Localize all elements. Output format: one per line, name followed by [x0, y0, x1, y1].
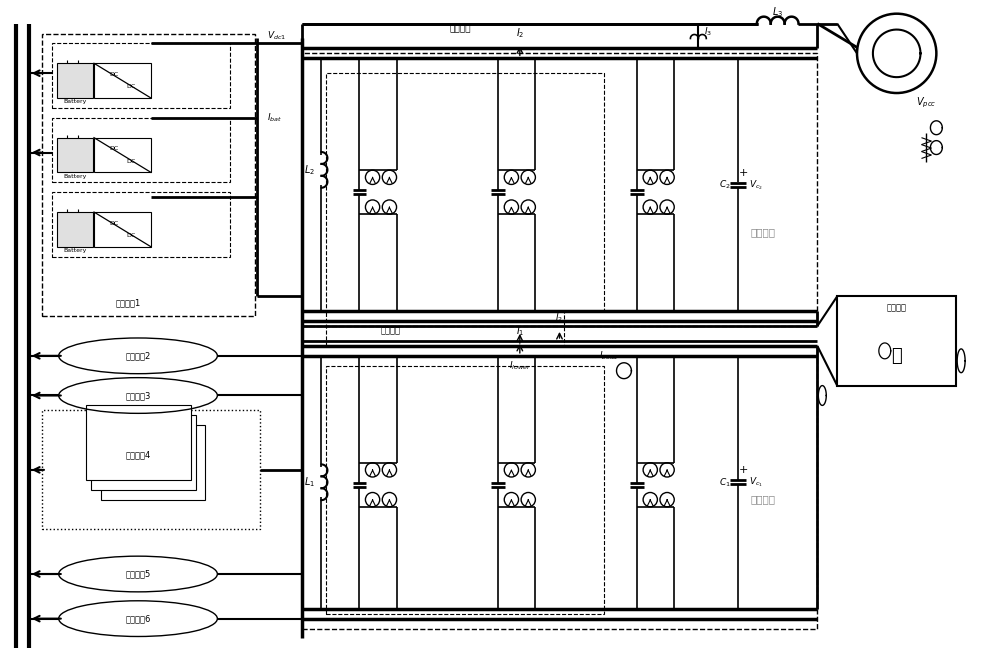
Text: 储能单元1: 储能单元1	[115, 299, 141, 308]
Bar	[326, 311, 564, 346]
Text: 储能单元4: 储能单元4	[125, 450, 151, 460]
Text: $I_1$: $I_1$	[516, 324, 524, 338]
Text: $I_3$: $I_3$	[704, 25, 712, 38]
Text: Battery: Battery	[63, 99, 86, 105]
Text: $V_{c_1}$: $V_{c_1}$	[749, 476, 763, 489]
Text: +: +	[739, 466, 749, 475]
Bar	[52, 118, 230, 183]
Text: $I_2$: $I_2$	[516, 27, 524, 40]
Bar	[42, 34, 255, 316]
Text: DC: DC	[126, 85, 136, 89]
Bar	[52, 192, 230, 257]
Text: $V_{c_2}$: $V_{c_2}$	[749, 178, 763, 191]
Bar	[57, 138, 93, 172]
Text: $I_{Load}$: $I_{Load}$	[599, 350, 619, 362]
Bar	[302, 346, 817, 629]
Bar	[86, 405, 191, 480]
Text: $L_3$: $L_3$	[772, 5, 783, 19]
Text: 高压母线: 高压母线	[450, 24, 471, 33]
Text: $I_{lower}$: $I_{lower}$	[509, 360, 531, 372]
Bar	[837, 297, 956, 386]
Text: $L_2$: $L_2$	[304, 163, 315, 176]
Text: DC: DC	[109, 146, 119, 151]
Text: Battery: Battery	[63, 248, 86, 253]
Text: $V_{pcc}$: $V_{pcc}$	[916, 96, 937, 110]
Bar	[302, 54, 817, 326]
Bar	[326, 73, 604, 311]
Bar	[57, 63, 93, 98]
Text: DC: DC	[109, 72, 119, 77]
Text: 储能单元5: 储能单元5	[125, 570, 151, 578]
Bar	[94, 63, 151, 98]
Text: 储能单元3: 储能单元3	[125, 391, 151, 400]
Bar	[57, 212, 93, 247]
Bar	[52, 44, 230, 108]
Text: 高压模组: 高压模组	[750, 227, 775, 237]
Bar	[101, 425, 205, 500]
Bar	[326, 366, 604, 614]
Text: Battery: Battery	[63, 174, 86, 179]
Text: $C_2$: $C_2$	[719, 178, 731, 191]
Text: $L_1$: $L_1$	[304, 475, 315, 489]
Text: 储能单元2: 储能单元2	[125, 352, 151, 360]
Text: 低压模组: 低压模组	[750, 495, 775, 505]
Bar	[42, 411, 260, 529]
Text: DC: DC	[126, 159, 136, 164]
Text: $C_1$: $C_1$	[719, 476, 731, 488]
Text: 本: 本	[891, 347, 902, 365]
Text: 低压母线: 低压母线	[381, 327, 401, 336]
Text: $I_2$: $I_2$	[555, 312, 564, 324]
Text: $V_{dc1}$: $V_{dc1}$	[267, 30, 286, 42]
Text: $I_{bat}$: $I_{bat}$	[267, 111, 282, 124]
Text: 储能单元6: 储能单元6	[125, 614, 151, 623]
Text: 本地负载: 本地负载	[887, 304, 907, 313]
Bar	[94, 212, 151, 247]
Bar	[91, 415, 196, 490]
Text: DC: DC	[109, 221, 119, 225]
Bar	[94, 138, 151, 172]
Text: +: +	[739, 168, 749, 178]
Text: DC: DC	[126, 233, 136, 238]
